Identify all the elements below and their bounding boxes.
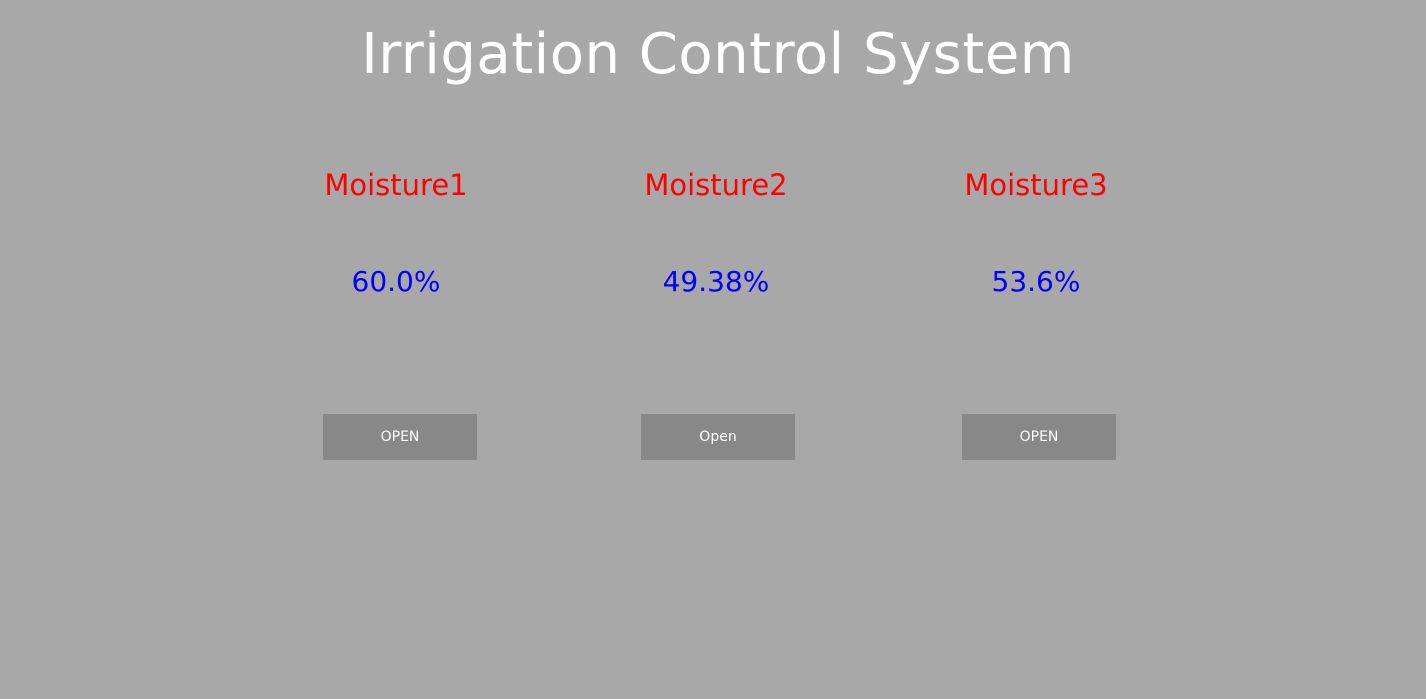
- sensor-label-moisture2: Moisture2: [644, 168, 788, 202]
- open-button-moisture1[interactable]: OPEN: [323, 414, 477, 460]
- open-button-moisture3[interactable]: OPEN: [962, 414, 1116, 460]
- page-title: Irrigation Control System: [361, 22, 1075, 87]
- open-button-moisture2[interactable]: Open: [641, 414, 795, 460]
- sensor-panel-moisture3: Moisture3 53.6% OPEN: [916, 0, 1156, 699]
- sensor-label-moisture1: Moisture1: [324, 168, 468, 202]
- sensor-panel-moisture2: Moisture2 49.38% Open: [596, 0, 836, 699]
- sensor-value-moisture2: 49.38%: [662, 265, 770, 298]
- sensor-value-moisture1: 60.0%: [351, 265, 441, 298]
- sensor-label-moisture3: Moisture3: [964, 168, 1108, 202]
- sensor-panel-moisture1: Moisture1 60.0% OPEN: [276, 0, 516, 699]
- sensor-value-moisture3: 53.6%: [991, 265, 1081, 298]
